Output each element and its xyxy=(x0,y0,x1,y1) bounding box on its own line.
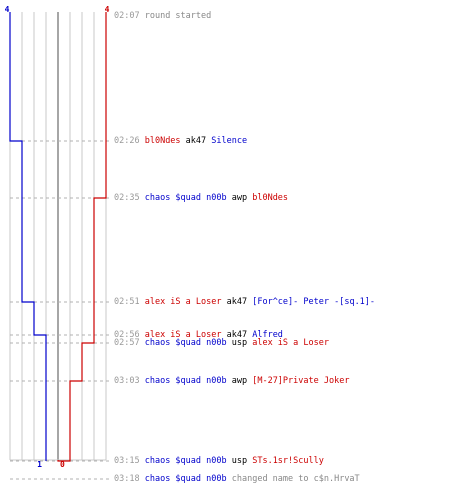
event-log-line: 03:18 chaos $quad n00b changed name to c… xyxy=(114,474,360,484)
event-killer-name: chaos $quad n00b xyxy=(144,456,227,466)
event-killer-name: chaos $quad n00b xyxy=(144,338,227,348)
event-killer-name: chaos $quad n00b xyxy=(144,376,227,386)
red-start-count: 4 xyxy=(105,5,110,14)
event-info-text: round started xyxy=(144,11,212,21)
event-killer-name: alex iS a Loser xyxy=(144,297,222,307)
event-timestamp: 02:26 xyxy=(114,136,140,146)
event-log-line: 02:07 round started xyxy=(114,11,211,21)
event-timestamp: 03:18 xyxy=(114,474,140,484)
event-log-line: 02:26 bl0Ndes ak47 Silence xyxy=(114,136,247,146)
event-killer-name: bl0Ndes xyxy=(144,136,181,146)
event-timestamp: 02:35 xyxy=(114,193,140,203)
event-log-line: 03:03 chaos $quad n00b awp [M-27]Private… xyxy=(114,376,349,386)
event-log-line: 03:15 chaos $quad n00b usp STs.1sr!Scull… xyxy=(114,456,324,466)
blue-team-alive-line xyxy=(9,12,47,461)
event-victim-name: [M-27]Private Joker xyxy=(252,376,350,386)
event-weapon-name: awp xyxy=(231,376,248,386)
event-weapon-name: usp xyxy=(231,338,248,348)
event-weapon-name: ak47 xyxy=(185,136,207,146)
event-player-name: chaos $quad n00b xyxy=(144,474,227,484)
event-timestamp: 02:51 xyxy=(114,297,140,307)
red-end-count: 0 xyxy=(60,460,65,469)
event-timestamp: 02:07 xyxy=(114,11,140,21)
event-victim-name: STs.1sr!Scully xyxy=(252,456,324,466)
event-killer-name: chaos $quad n00b xyxy=(144,193,227,203)
event-timestamp: 03:15 xyxy=(114,456,140,466)
event-victim-name: Silence xyxy=(211,136,248,146)
event-log-line: 02:35 chaos $quad n00b awp bl0Ndes xyxy=(114,193,288,203)
blue-end-count: 1 xyxy=(37,460,42,469)
event-log-line: 02:56 alex iS a Loser ak47 Alfred xyxy=(114,330,283,340)
event-action-text: changed name to c$n.HrvaT xyxy=(231,474,360,484)
event-killer-name: alex iS a Loser xyxy=(144,330,222,340)
red-team-alive-line xyxy=(57,12,107,462)
event-weapon-name: awp xyxy=(231,193,248,203)
event-victim-name: bl0Ndes xyxy=(252,193,289,203)
event-weapon-name: ak47 xyxy=(226,297,248,307)
event-timestamp: 02:57 xyxy=(114,338,140,348)
event-victim-name: [For^ce]- Peter -[sq.1]- xyxy=(252,297,376,307)
event-timestamp: 03:03 xyxy=(114,376,140,386)
event-victim-name: Alfred xyxy=(252,330,283,340)
event-victim-name: alex iS a Loser xyxy=(252,338,329,348)
event-weapon-name: usp xyxy=(231,456,248,466)
event-timestamp: 02:56 xyxy=(114,330,140,340)
event-weapon-name: ak47 xyxy=(226,330,248,340)
blue-start-count: 4 xyxy=(5,5,10,14)
event-log-line: 02:57 chaos $quad n00b usp alex iS a Los… xyxy=(114,338,329,348)
event-log-line: 02:51 alex iS a Loser ak47 [For^ce]- Pet… xyxy=(114,297,375,307)
